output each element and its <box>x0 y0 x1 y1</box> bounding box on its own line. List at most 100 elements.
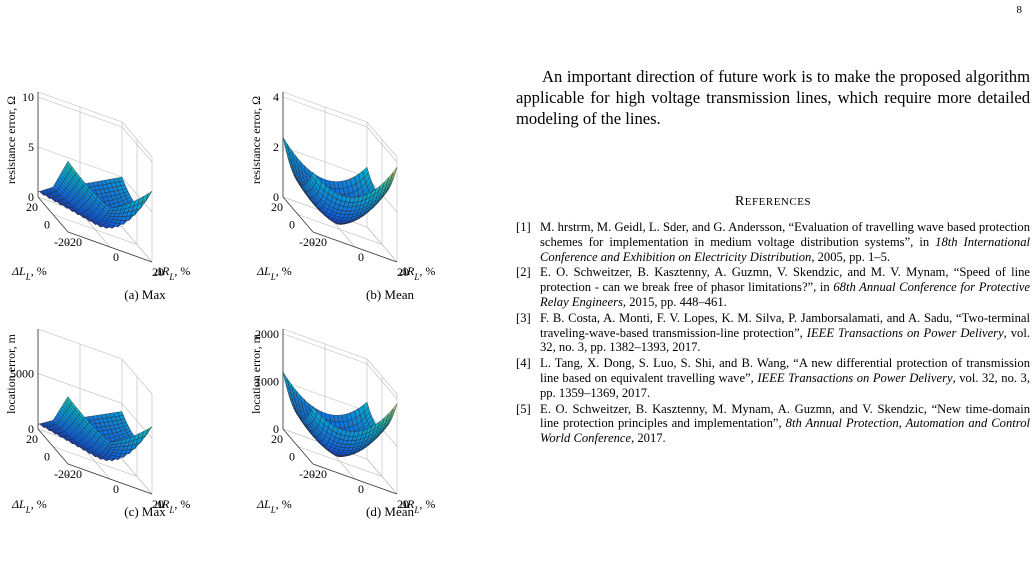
z-tick-label: 0 <box>273 190 279 204</box>
y-axis-label: ΔRL, % <box>399 497 435 515</box>
reference-tail: , 2005, pp. 1–5. <box>811 249 891 264</box>
page-number: 8 <box>1016 4 1023 16</box>
y-tick-label: 20 <box>397 265 409 279</box>
reference-item: [5] E. O. Schweitzer, B. Kasztenny, M. My… <box>516 402 1030 446</box>
y-axis-line <box>312 231 398 263</box>
z-tick-label: 4 <box>273 90 279 104</box>
grid-line <box>282 333 368 365</box>
z-tick-label: 0 <box>28 422 34 436</box>
surface <box>37 160 153 229</box>
y-tick-label: -20 <box>66 235 82 249</box>
grid-line <box>282 96 368 128</box>
x-tick-label: 0 <box>44 218 50 232</box>
axis-lines <box>282 92 398 263</box>
y-tick-label: 0 <box>358 250 364 264</box>
references-list: [1] M. hrstrm, M. Geidl, L. Sder, and G. … <box>516 220 1030 447</box>
surface-cell <box>311 406 318 418</box>
x-tick-label: -20 <box>54 235 70 249</box>
z-axis-label: location error, m <box>4 333 18 413</box>
z-tick-label: 0 <box>28 190 34 204</box>
axis-lines <box>37 92 153 263</box>
y-tick-label: 20 <box>397 497 409 511</box>
surface-cell <box>311 171 318 183</box>
x-tick-label: 20 <box>26 432 38 446</box>
reference-number: [1] <box>516 220 531 234</box>
grid-line <box>366 226 398 263</box>
grid-line <box>297 214 383 245</box>
z-axis-label: resistance error, Ω <box>249 96 263 184</box>
axis-lines <box>37 329 153 495</box>
z-tick-label: 2000 <box>255 327 279 341</box>
reference-item: [1] M. hrstrm, M. Geidl, L. Sder, and G. … <box>516 220 1030 264</box>
references-heading-rest: EFERENCES <box>744 196 812 208</box>
reference-text: L. Tang, X. Dong, S. Luo, S. Shi, and B.… <box>540 356 1030 385</box>
y-tick-label: 20 <box>152 265 164 279</box>
grid-line <box>37 146 123 178</box>
reference-venue: 8th Annual Protection, Automation and Co… <box>540 416 1031 446</box>
grid-line <box>366 363 398 399</box>
grid-line <box>37 373 123 404</box>
surface-cell <box>66 396 73 405</box>
reference-tail: , 2017. <box>631 431 666 446</box>
y-tick-label: -20 <box>66 467 82 481</box>
grid-line <box>366 126 398 163</box>
reference-venue: 68th Annual Conference for Protective Re… <box>540 280 1030 309</box>
x-axis-line <box>37 196 69 233</box>
grid-line <box>282 146 368 178</box>
surface <box>282 137 398 225</box>
x-tick-label: -20 <box>54 467 70 481</box>
surface <box>282 371 398 458</box>
z-axis-label: location error, m <box>249 333 263 413</box>
surface <box>37 396 153 462</box>
reference-venue: 18th International Conference and Exhibi… <box>540 234 1031 264</box>
y-tick-label: 0 <box>113 250 119 264</box>
x-axis-line <box>37 428 69 465</box>
y-axis-line <box>67 463 153 495</box>
reference-number: [4] <box>516 356 531 371</box>
grid-line <box>52 446 138 477</box>
figure-d: 2000 1000 0 20 0 -20 -20 0 20 ΔLL, % ΔRL, % locatio… <box>245 322 485 572</box>
y-tick-label: -20 <box>311 467 327 481</box>
y-axis-line <box>67 231 153 263</box>
z-tick-label: 5000 <box>10 366 34 380</box>
x-axis-label: ΔLL, % <box>256 497 292 515</box>
x-tick-label: 0 <box>289 218 295 232</box>
reference-item: [4] L. Tang, X. Dong, S. Luo, S. Shi, and… <box>516 356 1030 400</box>
figure-a: 10 5 0 20 0 -20 -20 0 20 ΔLL, % ΔRL, % resistance e… <box>0 75 240 325</box>
x-axis-label: ΔLL, % <box>256 264 292 282</box>
axis-lines <box>282 329 398 495</box>
x-tick-label: 20 <box>26 200 38 214</box>
grid-line <box>121 176 153 213</box>
y-axis-label: ΔRL, % <box>154 264 190 282</box>
reference-number: [2] <box>516 265 531 280</box>
grid-line <box>121 226 153 263</box>
reference-item: [2] E. O. Schweitzer, B. Kasztenny, A. Gu… <box>516 265 1030 309</box>
x-axis-line <box>282 196 314 233</box>
figure-b: 4 2 0 20 0 -20 -20 0 20 ΔLL, % ΔRL, % resistance er… <box>245 75 485 325</box>
x-axis-line <box>282 428 314 465</box>
x-tick-label: -20 <box>299 467 315 481</box>
reference-number: [5] <box>516 401 531 416</box>
z-tick-label: 0 <box>273 422 279 436</box>
grid-line <box>297 446 383 477</box>
reference-venue: IEEE Transactions on Power Delivery <box>757 370 953 385</box>
reference-venue: IEEE Transactions on Power Delivery <box>806 325 1004 340</box>
y-axis-label: ΔRL, % <box>399 264 435 282</box>
conclusion-paragraph: An important direction of future work is… <box>516 67 1030 128</box>
grid-line <box>282 381 368 412</box>
figure-caption-c: (c) Max <box>124 504 166 519</box>
grid-line <box>121 126 153 163</box>
grid-line <box>37 96 123 128</box>
reference-tail: , vol. 32, no. 3, pp. 1359–1369, 2017. <box>540 370 1030 400</box>
reference-tail: , vol. 32, no. 3, pp. 1382–1393, 2017. <box>540 325 1030 355</box>
z-axis-label: resistance error, Ω <box>4 96 18 184</box>
z-tick-label: 10 <box>22 90 34 104</box>
figure-caption-d: (d) Mean <box>365 504 414 519</box>
reference-text: M. hrstrm, M. Geidl, L. Sder, and G. And… <box>540 220 1030 249</box>
y-axis-label: ΔRL, % <box>154 497 190 515</box>
x-axis-label: ΔLL, % <box>11 264 47 282</box>
reference-item: [3] F. B. Costa, A. Monti, F. V. Lopes, K… <box>516 311 1030 355</box>
